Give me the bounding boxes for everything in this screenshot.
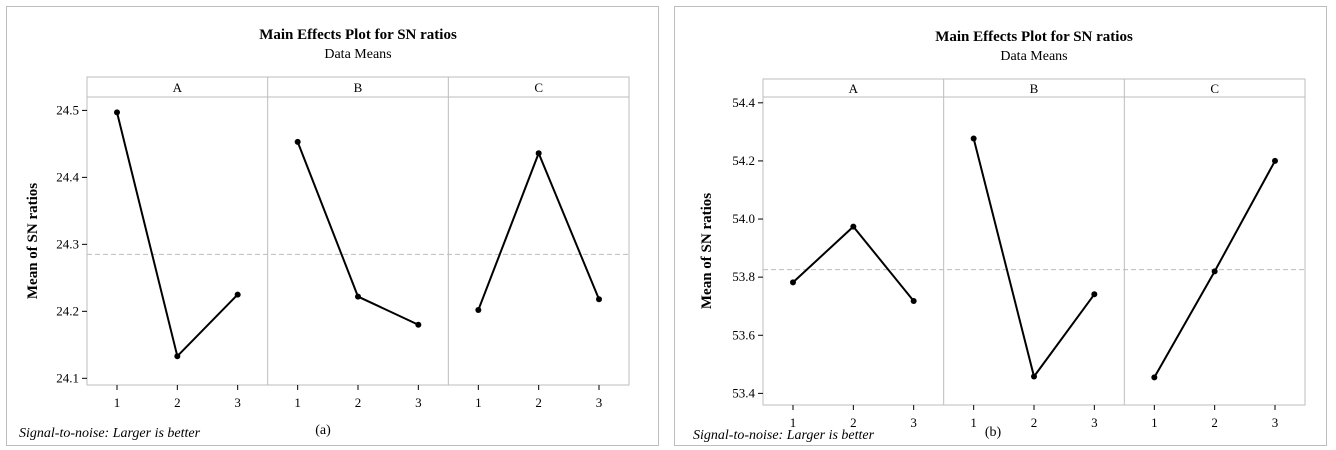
x-tick-label: 2 (1211, 415, 1218, 430)
chart-b-svg: Main Effects Plot for SN ratios Data Mean… (693, 29, 1306, 443)
data-point-C-2 (535, 150, 542, 157)
factor-label-A: A (173, 80, 183, 95)
x-tick-label: 3 (415, 395, 422, 410)
x-tick-label: 3 (234, 395, 241, 410)
chart-subtitle: Data Means (324, 47, 391, 62)
chart-panel-a: Main Effects Plot for SN ratios Data Mean… (6, 6, 659, 446)
chart-a-svg: Main Effects Plot for SN ratios Data Mean… (19, 27, 630, 441)
data-point-B-1 (294, 138, 301, 145)
chart-title: Main Effects Plot for SN ratios (259, 27, 457, 43)
x-tick-label: 3 (596, 395, 603, 410)
y-tick-label: 54.4 (732, 95, 755, 110)
x-tick-label: 1 (114, 395, 121, 410)
data-point-A-1 (114, 109, 120, 116)
series-line-C (477, 150, 600, 311)
data-point-C-3 (1272, 157, 1278, 164)
data-point-C-1 (1151, 374, 1158, 381)
y-tick-label: 24.1 (56, 370, 79, 385)
chart-subtitle: Data Means (1000, 49, 1067, 64)
data-point-A-2 (174, 353, 181, 360)
data-point-A-2 (850, 223, 857, 230)
series-line-B (972, 138, 1096, 379)
plot-frame (86, 76, 630, 386)
figure-caption: (a) (315, 423, 331, 438)
data-point-B-3 (415, 321, 422, 328)
factor-label-C: C (1210, 81, 1219, 96)
data-point-C-1 (475, 306, 482, 313)
y-tick-label: 24.2 (56, 303, 79, 318)
plot-frame (762, 78, 1306, 406)
footnote: Signal-to-noise: Larger is better (19, 426, 201, 441)
factor-label-B: B (354, 80, 363, 95)
y-tick-label: 54.0 (732, 211, 755, 226)
y-tick-label: 24.4 (56, 169, 79, 184)
factor-label-B: B (1030, 81, 1039, 96)
y-axis-label: Mean of SN ratios (25, 183, 41, 299)
y-axis-label: Mean of SN ratios (699, 193, 715, 309)
y-tick-label: 53.6 (732, 327, 755, 342)
x-tick-label: 3 (1091, 415, 1098, 430)
x-tick-label: 2 (850, 415, 857, 430)
y-tick-label: 24.5 (56, 102, 79, 117)
series-line-A (116, 112, 239, 359)
data-point-B-1 (970, 135, 977, 142)
factor-label-A: A (849, 81, 859, 96)
series-line-A (792, 225, 915, 302)
x-tick-label: 1 (790, 415, 797, 430)
footnote: Signal-to-noise: Larger is better (693, 428, 875, 443)
figure-caption: (b) (985, 425, 1002, 440)
x-tick-label: 2 (1031, 415, 1038, 430)
chart-title: Main Effects Plot for SN ratios (935, 29, 1133, 45)
x-tick-label: 1 (1151, 415, 1158, 430)
x-tick-label: 1 (475, 395, 482, 410)
data-point-B-3 (1091, 291, 1098, 298)
data-point-A-1 (790, 279, 796, 286)
x-tick-label: 1 (294, 395, 301, 410)
data-point-B-2 (355, 293, 361, 300)
y-tick-label: 53.8 (732, 269, 755, 284)
x-tick-label: 2 (355, 395, 362, 410)
chart-panel-b: Main Effects Plot for SN ratios Data Mean… (674, 6, 1327, 446)
x-tick-label: 2 (535, 395, 542, 410)
data-point-A-3 (910, 297, 917, 304)
data-point-A-3 (234, 291, 241, 298)
y-tick-label: 24.3 (56, 236, 79, 251)
data-point-C-3 (596, 296, 602, 303)
data-point-B-2 (1031, 373, 1037, 380)
data-point-C-2 (1211, 268, 1218, 275)
x-tick-label: 3 (910, 415, 917, 430)
y-tick-label: 53.4 (732, 385, 755, 400)
x-tick-label: 2 (174, 395, 181, 410)
x-tick-label: 3 (1272, 415, 1279, 430)
y-tick-label: 54.2 (732, 153, 755, 168)
factor-label-C: C (534, 80, 543, 95)
x-tick-label: 1 (970, 415, 977, 430)
